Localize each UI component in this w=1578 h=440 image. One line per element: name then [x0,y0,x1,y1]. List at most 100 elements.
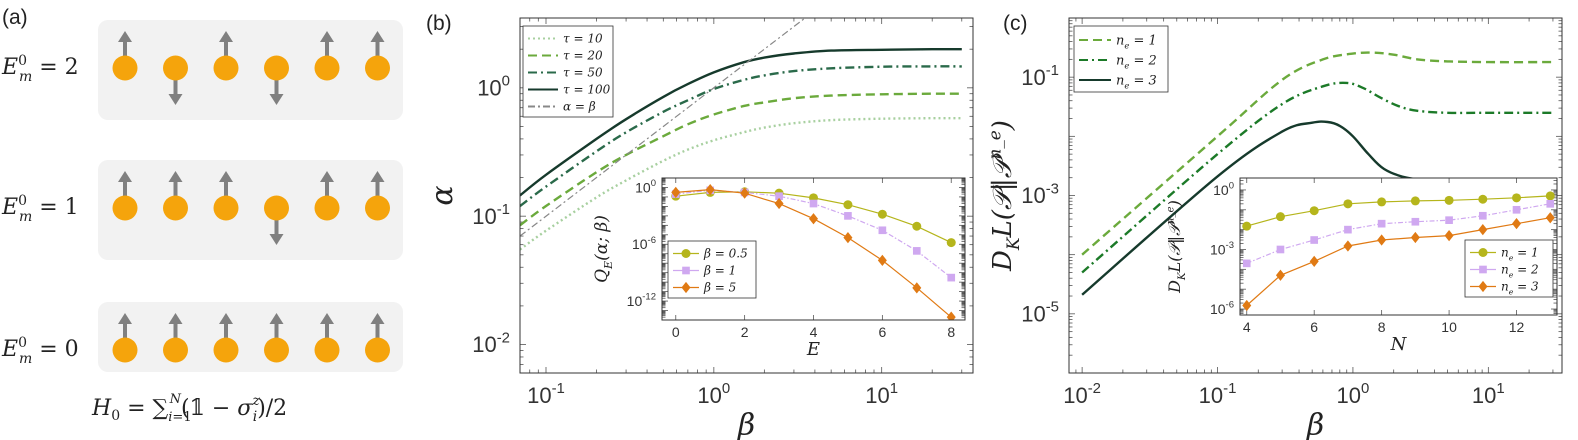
b-inset-legend-marker [682,266,690,275]
b-main-ytick-label: 100 [477,73,510,101]
c-main-series-line-0 [1081,51,1553,256]
c-inset-series-line-2 [1246,217,1551,306]
c-inset-frame [1239,177,1558,316]
spin-site [213,195,239,221]
arrow-up-icon [370,171,385,182]
spin-up [213,171,239,221]
panel-a: (a) E0 m = 2 E0 m = 1 E0 m = 0 H0 = ∑i=1N(𝟙 −… [1,6,403,425]
c-inset-point [1343,240,1353,252]
c-inset-point [1512,218,1522,230]
spin-configurations: E0 m = 2 E0 m = 1 E0 m = 0 [1,20,403,372]
arrow-up-icon [370,313,385,324]
b-main-legend: τ = 10 τ = 20 τ = 50 τ = 100 α = β [522,25,614,118]
c-inset-ytick-label: 10-6 [1210,300,1234,317]
spin-site [314,195,340,221]
b-inset-point [877,209,887,219]
c-inset-point [1242,299,1252,312]
c-inset-legend-marker [1478,280,1488,293]
c-inset-series-group [1242,191,1555,312]
c-main-xtick-label: 101 [1472,380,1505,408]
spin-up [314,171,340,221]
c-main-xtick-label: 100 [1337,380,1370,408]
c-inset-ytick-label: 100 [1213,181,1234,198]
spin-up [112,171,138,221]
c-main-legend-label: ne​ = 1 [1116,34,1157,51]
c-inset-legend-label: ne​ = 3 [1501,280,1539,297]
c-inset-legend-marker [1479,265,1487,274]
c-inset-point [1512,205,1521,214]
b-inset-legend: β = 0.5 β = 1 β = 5 [667,240,757,299]
b-main-series-line-0 [520,116,962,251]
b-main-legend-label: τ = 50 [563,66,603,80]
c-inset-series-line-1 [1246,203,1551,264]
arrow-up-icon [219,171,233,182]
b-main-legend-box [522,25,614,118]
c-inset-point [1478,194,1488,204]
spin-row-box [98,160,403,260]
b-main-xlabel: β [737,408,755,440]
c-inset-point [1377,234,1387,246]
spin-site [163,55,188,81]
b-inset-point [877,254,887,266]
b-inset-point [946,311,956,320]
spin-site [163,337,188,363]
b-inset-point [705,183,715,196]
b-inset-xtick-label: 4 [810,324,818,340]
arrow-down-icon [269,94,284,105]
b-main-series-group [520,18,962,251]
c-inset-point [1545,191,1555,201]
c-inset-point [1444,195,1454,205]
c-inset-point [1444,229,1454,242]
c-inset-point [1275,269,1285,281]
arrow-up-icon [370,31,385,42]
c-main-legend: ne​ = 1 ne​ = 2 ne​ = 3 [1073,25,1169,93]
arrow-up-icon [320,171,334,182]
c-inset-point [1546,199,1555,208]
b-inset-point [809,213,818,225]
b-inset-point [844,212,852,220]
arrow-up-icon [118,171,132,182]
b-inset-ytick-label: 10-6 [632,235,656,252]
b-inset-ylabel: QE​(α; β) [592,215,615,283]
b-inset-point [740,187,750,199]
spin-up [213,313,239,363]
spin-row-box [98,302,403,372]
c-inset-point [1411,217,1420,226]
b-inset-ytick-label: 100 [635,178,656,195]
b-inset-xlabel: E [806,339,820,360]
spin-site [213,337,239,363]
arrow-up-icon [168,171,183,182]
c-inset-point [1275,212,1285,222]
spin-down [264,195,289,245]
b-inset-point [775,192,783,201]
b-inset-point [843,232,853,244]
spin-site [365,195,390,221]
c-main-series-line-1 [1081,81,1553,274]
spin-site [314,55,340,81]
c-main-xtick-label: 10-1 [1199,380,1237,408]
b-main-legend-label: τ = 10 [563,32,603,46]
c-inset-point [1410,196,1420,206]
spin-row-box [98,20,403,120]
b-main-frame [519,17,974,374]
c-main-xtick-label: 10-2 [1063,380,1101,408]
spin-up [365,171,390,221]
c-inset-legend-label: ne​ = 1 [1501,246,1539,263]
b-main-series-line-3 [520,47,962,197]
spin-row: E0 m = 1 [1,160,403,260]
c-main-ytick-label: 10-1 [1021,62,1059,90]
spin-up [365,313,390,363]
arrow-up-icon [269,313,284,324]
c-inset-series-line-0 [1246,195,1551,227]
spin-site [163,195,188,221]
arrow-down-icon [168,94,183,105]
spin-up [112,313,138,363]
arrow-down-icon [269,234,284,245]
spin-site [314,337,340,363]
c-inset-point [1478,211,1487,220]
c-inset-ytick-label: 10-3 [1210,240,1234,257]
b-main-series-line-1 [520,92,962,227]
